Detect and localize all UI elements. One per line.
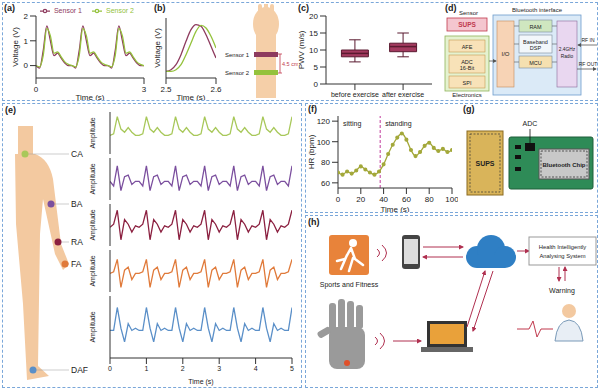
svg-text:2.6: 2.6 <box>210 85 222 94</box>
html-text:(h): (h) <box>308 217 320 227</box>
svg-text:FA: FA <box>71 259 82 269</box>
svg-text:60: 60 <box>321 179 330 188</box>
svg-text:SUPS: SUPS <box>475 160 494 167</box>
svg-text:BA: BA <box>71 199 83 209</box>
svg-text:after exercise: after exercise <box>382 91 424 98</box>
svg-text:Analysing System: Analysing System <box>539 253 585 259</box>
svg-text:SUPS: SUPS <box>458 21 476 28</box>
svg-text:CA: CA <box>71 149 83 159</box>
svg-text:100: 100 <box>317 138 331 147</box>
svg-text:0: 0 <box>24 61 29 70</box>
svg-text:80: 80 <box>425 195 434 204</box>
html-text:(d): (d) <box>445 3 457 13</box>
svg-text:1: 1 <box>24 37 29 46</box>
svg-text:5: 5 <box>314 63 319 72</box>
svg-text:MCU: MCU <box>529 60 542 66</box>
svg-text:RF IN: RF IN <box>581 37 592 43</box>
svg-text:Amplitude: Amplitude <box>89 311 97 342</box>
svg-text:20: 20 <box>356 195 365 204</box>
svg-text:0: 0 <box>314 80 319 89</box>
svg-text:2: 2 <box>24 12 29 21</box>
html-text:(c): (c) <box>298 3 309 13</box>
svg-text:Amplitude: Amplitude <box>89 163 97 194</box>
svg-text:Amplitude: Amplitude <box>89 117 97 148</box>
svg-text:Sports and Fitness: Sports and Fitness <box>320 281 379 289</box>
svg-text:10: 10 <box>309 46 318 55</box>
svg-text:Bluetooth interface: Bluetooth interface <box>512 7 563 13</box>
svg-text:Electronics: Electronics <box>452 92 481 98</box>
svg-text:AFE: AFE <box>462 44 473 50</box>
svg-text:0: 0 <box>108 365 112 372</box>
svg-text:0: 0 <box>34 85 39 94</box>
svg-text:20: 20 <box>309 12 318 21</box>
html-text:(b): (b) <box>154 3 166 13</box>
html-text:(e): (e) <box>5 105 16 115</box>
svg-text:RF OUT: RF OUT <box>579 61 592 67</box>
svg-text:before exercise: before exercise <box>331 91 379 98</box>
svg-text:Sensor: Sensor <box>459 10 478 16</box>
svg-text:HR (bpm): HR (bpm) <box>307 134 316 169</box>
svg-text:standing: standing <box>385 120 412 128</box>
svg-text:Baseband: Baseband <box>523 39 548 45</box>
html-text:Sensor 1: Sensor 1 <box>53 6 82 14</box>
html-text:Sensor 2: Sensor 2 <box>106 6 134 14</box>
svg-text:4: 4 <box>254 365 258 372</box>
svg-text:Time (s): Time (s) <box>75 93 104 100</box>
svg-text:Sensor 1: Sensor 1 <box>225 52 250 58</box>
svg-text:Time (s): Time (s) <box>380 205 409 212</box>
svg-text:2.4GHz: 2.4GHz <box>559 47 576 52</box>
svg-text:Amplitude: Amplitude <box>89 255 97 286</box>
svg-text:sitting: sitting <box>343 120 361 128</box>
svg-text:Radio: Radio <box>561 54 574 59</box>
svg-text:SPI: SPI <box>463 80 472 86</box>
svg-text:Time (s): Time (s) <box>188 378 213 386</box>
svg-text:60: 60 <box>402 195 411 204</box>
svg-text:3: 3 <box>142 85 147 94</box>
svg-text:Warning: Warning <box>549 287 575 295</box>
html-text:(g): (g) <box>463 104 475 114</box>
svg-text:Health Intelligently: Health Intelligently <box>539 244 586 250</box>
svg-text:Bluetooth Chip: Bluetooth Chip <box>543 162 586 168</box>
svg-text:PWV (m/s): PWV (m/s) <box>297 30 306 69</box>
svg-text:Time (s): Time (s) <box>176 93 205 100</box>
svg-text:2: 2 <box>181 365 185 372</box>
svg-text:4.5 cm: 4.5 cm <box>282 61 298 67</box>
svg-text:Amplitude: Amplitude <box>89 209 97 240</box>
svg-text:40: 40 <box>379 195 388 204</box>
svg-text:15: 15 <box>309 29 318 38</box>
svg-text:I/O: I/O <box>501 51 509 57</box>
svg-text:ADC: ADC <box>461 59 473 65</box>
html-text:(a): (a) <box>4 3 15 13</box>
svg-text:ADC: ADC <box>523 120 538 127</box>
svg-text:DSP: DSP <box>530 45 542 51</box>
svg-text:Voltage (V): Voltage (V) <box>153 28 162 68</box>
svg-text:Voltage (V): Voltage (V) <box>11 27 20 67</box>
svg-text:16-Bit: 16-Bit <box>460 65 475 71</box>
svg-text:RA: RA <box>71 237 83 247</box>
svg-text:100: 100 <box>445 195 458 204</box>
svg-text:1: 1 <box>144 365 148 372</box>
svg-text:80: 80 <box>321 158 330 167</box>
svg-text:5: 5 <box>290 365 294 372</box>
svg-text:3: 3 <box>217 365 221 372</box>
svg-text:0: 0 <box>336 195 341 204</box>
html-text:(f): (f) <box>308 104 317 114</box>
svg-text:120: 120 <box>317 117 331 126</box>
svg-text:RAM: RAM <box>529 24 542 30</box>
svg-text:Sensor 2: Sensor 2 <box>225 70 250 76</box>
svg-text:DAF: DAF <box>71 365 88 375</box>
svg-text:2.5: 2.5 <box>160 85 172 94</box>
